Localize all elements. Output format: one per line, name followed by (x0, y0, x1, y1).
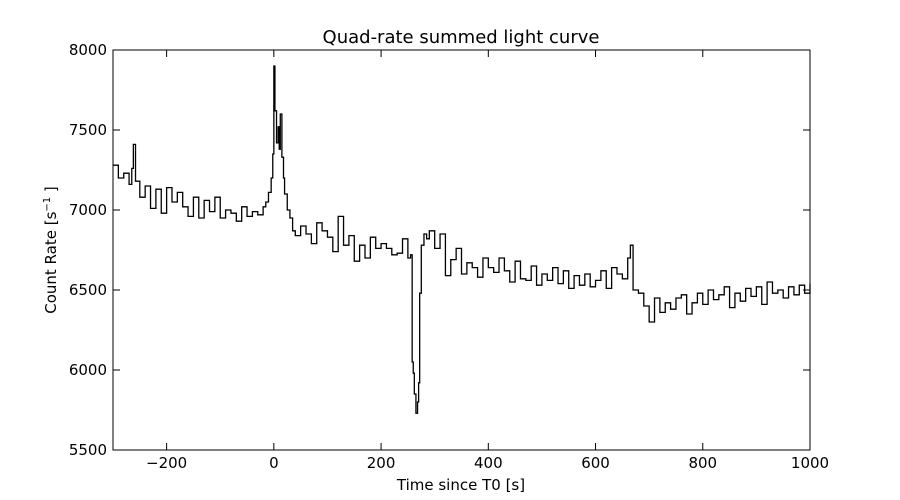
y-axis-title-suffix: ] (42, 186, 60, 197)
y-tick-label: 7500 (69, 121, 107, 139)
y-tick-label: 5500 (69, 441, 107, 459)
x-tick-label: −200 (146, 454, 187, 472)
x-tick-label: 1000 (791, 454, 829, 472)
x-tick-label: 200 (367, 454, 396, 472)
y-axis-title: Count Rate [s−1 ] (42, 186, 60, 314)
x-axis-title: Time since T0 [s] (396, 476, 525, 494)
y-axis: 5500 6000 6500 7000 7500 8000 (69, 41, 810, 459)
y-axis-title-exponent: −1 (42, 197, 53, 212)
y-tick-label: 6500 (69, 281, 107, 299)
y-tick-label: 7000 (69, 201, 107, 219)
y-tick-label: 6000 (69, 361, 107, 379)
x-tick-label: 400 (474, 454, 503, 472)
plot-frame (112, 49, 811, 451)
x-tick-label: 600 (581, 454, 610, 472)
y-axis-title-main: Count Rate [s (42, 211, 60, 313)
series-line-0 (113, 65, 811, 414)
chart-title: Quad-rate summed light curve (323, 27, 600, 48)
y-tick-label: 8000 (69, 41, 107, 59)
x-tick-label: 800 (688, 454, 717, 472)
x-tick-label: 0 (269, 454, 279, 472)
x-axis: −200 0 200 400 600 800 1000 (146, 50, 829, 472)
plot-area (113, 65, 811, 414)
